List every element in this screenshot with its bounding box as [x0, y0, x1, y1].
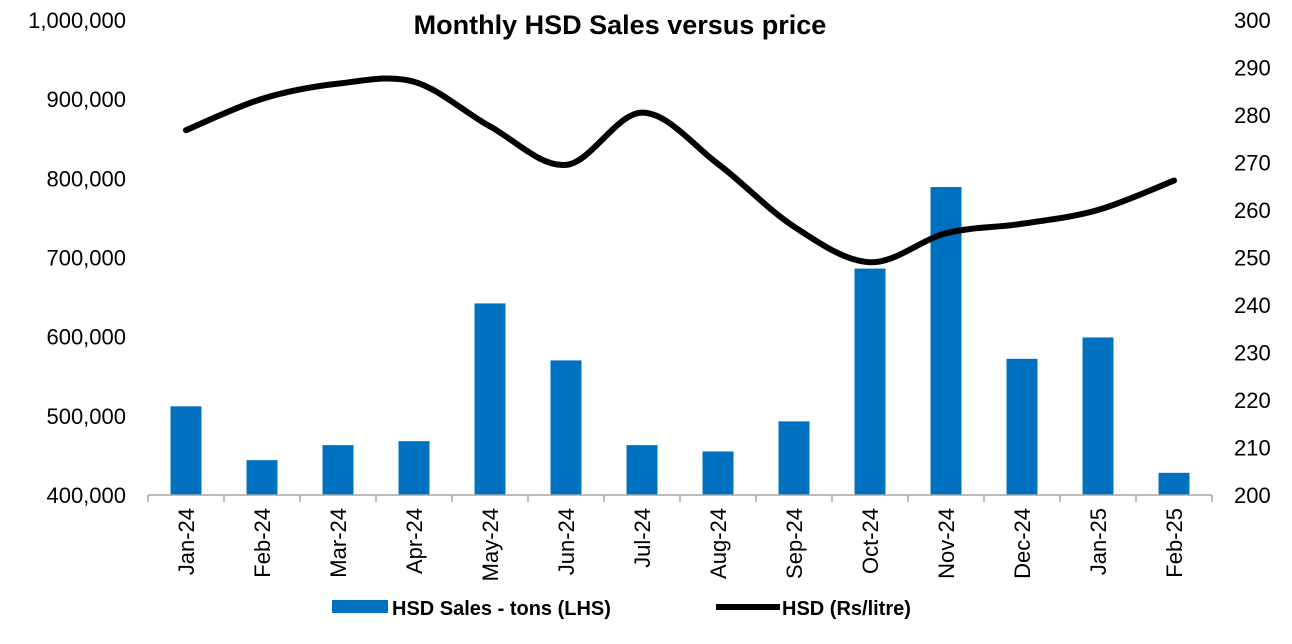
right-tick-label: 280 [1234, 103, 1271, 128]
legend-bar-label: HSD Sales - tons (LHS) [392, 598, 611, 620]
bar-may-24 [475, 303, 506, 495]
x-tick-label: Feb-25 [1162, 508, 1187, 578]
bar-jun-24 [551, 360, 582, 495]
left-tick-label: 800,000 [46, 166, 126, 191]
left-tick-label: 500,000 [46, 404, 126, 429]
right-tick-label: 240 [1234, 293, 1271, 318]
right-tick-label: 230 [1234, 341, 1271, 366]
bar-mar-24 [323, 445, 354, 495]
bar-jan-25 [1083, 337, 1114, 495]
bar-feb-24 [247, 460, 278, 495]
x-tick-label: Dec-24 [1010, 508, 1035, 579]
x-tick-label: Feb-24 [250, 508, 275, 578]
right-tick-label: 260 [1234, 198, 1271, 223]
legend-line-label: HSD (Rs/litre) [782, 598, 911, 620]
x-tick-label: Jun-24 [554, 508, 579, 575]
left-tick-label: 600,000 [46, 325, 126, 350]
bar-jan-24 [171, 406, 202, 495]
right-tick-label: 300 [1234, 8, 1271, 33]
x-tick-label: May-24 [478, 508, 503, 581]
left-axis: 400,000 500,000 600,000 700,000 800,000 900,0… [28, 8, 126, 508]
left-tick-label: 700,000 [46, 246, 126, 271]
x-tick-label: Sep-24 [782, 508, 807, 579]
x-tick-label: Aug-24 [706, 508, 731, 579]
bar-oct-24 [855, 269, 886, 495]
bar-apr-24 [399, 441, 430, 495]
line-layer [186, 78, 1174, 262]
legend-bar-swatch [332, 600, 388, 613]
bar-dec-24 [1007, 359, 1038, 495]
x-tick-label: Jan-25 [1086, 508, 1111, 575]
bars-layer [171, 187, 1190, 495]
right-tick-label: 200 [1234, 483, 1271, 508]
right-axis: 200 210 220 230 240 250 260 270 280 290 300 [1234, 8, 1271, 508]
right-tick-label: 220 [1234, 388, 1271, 413]
right-tick-label: 210 [1234, 436, 1271, 461]
x-tick-label: Nov-24 [934, 508, 959, 579]
x-tick-label: Jul-24 [630, 508, 655, 568]
x-tick-label: Mar-24 [326, 508, 351, 578]
bar-sep-24 [779, 421, 810, 495]
price-line [186, 78, 1174, 262]
bar-jul-24 [627, 445, 658, 495]
left-tick-label: 900,000 [46, 87, 126, 112]
x-tick-label: Jan-24 [174, 508, 199, 575]
legend: HSD Sales - tons (LHS) HSD (Rs/litre) [332, 598, 911, 620]
left-tick-label: 400,000 [46, 483, 126, 508]
left-tick-label: 1,000,000 [28, 8, 126, 33]
right-tick-label: 250 [1234, 246, 1271, 271]
right-tick-label: 270 [1234, 151, 1271, 176]
bar-feb-25 [1159, 473, 1190, 495]
x-tick-label: Apr-24 [402, 508, 427, 574]
chart-title: Monthly HSD Sales versus price [414, 10, 827, 40]
bar-aug-24 [703, 451, 734, 495]
x-tick-label: Oct-24 [858, 508, 883, 574]
x-axis: Jan-24 Feb-24 Mar-24 Apr-24 May-24 Jun-24 Jul-… [148, 495, 1212, 581]
right-tick-label: 290 [1234, 56, 1271, 81]
